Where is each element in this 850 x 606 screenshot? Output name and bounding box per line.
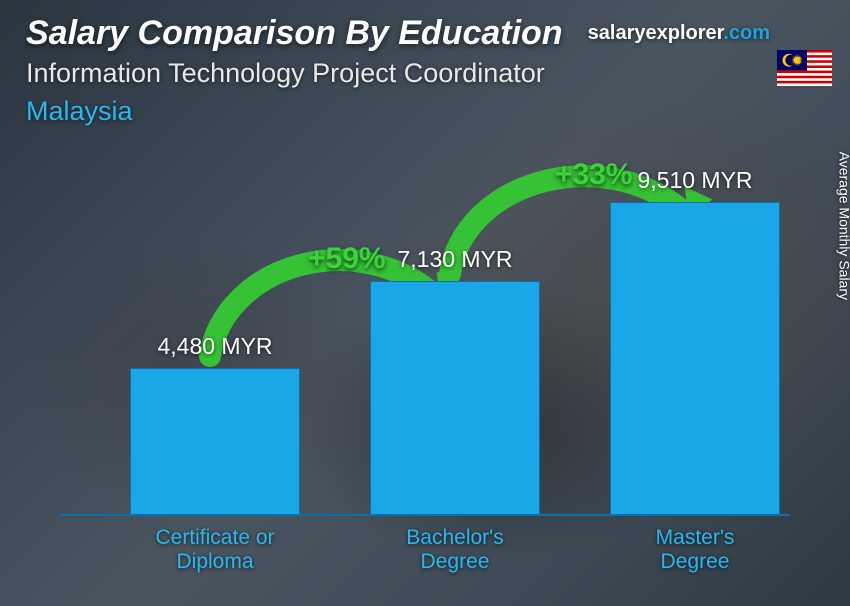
brand-suffix: .com <box>723 22 770 44</box>
bar <box>130 368 300 516</box>
bar-value-label: 4,480 MYR <box>157 333 272 360</box>
bar <box>610 202 780 516</box>
bar-category-label: Bachelor's Degree <box>355 526 555 574</box>
infographic-canvas: Salary Comparison By Education salaryexp… <box>0 0 850 606</box>
chart-baseline <box>60 514 790 516</box>
bar-category-label: Master's Degree <box>595 526 795 574</box>
y-axis-label: Average Monthly Salary <box>836 152 850 300</box>
increment-label: +59% <box>308 242 386 276</box>
brand-watermark: salaryexplorer.com <box>588 22 770 45</box>
chart-title: Salary Comparison By Education <box>26 14 563 53</box>
bar <box>370 281 540 516</box>
bar-chart: +59% +33% 4,480 MYR Certificate or Diplo… <box>60 66 790 586</box>
bar-value-label: 7,130 MYR <box>397 246 512 273</box>
bar-value-label: 9,510 MYR <box>637 167 752 194</box>
brand-main: salaryexplorer <box>588 22 724 44</box>
increment-label: +33% <box>555 158 633 192</box>
bar-category-label: Certificate or Diploma <box>115 526 315 574</box>
